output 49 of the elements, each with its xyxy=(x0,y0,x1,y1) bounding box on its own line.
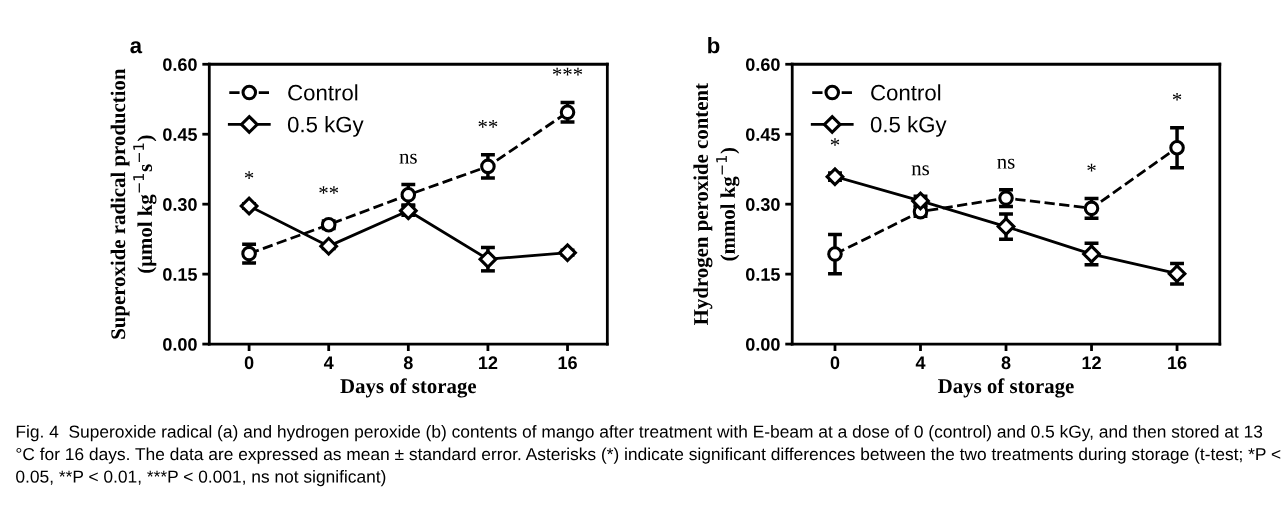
y-tick-label: 0.45 xyxy=(163,128,197,141)
annotation: ns xyxy=(399,153,417,164)
x-tick-label: 8 xyxy=(403,356,413,370)
legend-label: Control xyxy=(288,84,358,101)
point xyxy=(239,196,259,216)
legend-label: 0.5 kGy xyxy=(287,116,364,137)
y-tick-label: 0.00 xyxy=(746,338,780,351)
caption: Fig. 4 Superoxide radical (a) and hydrogen peroxide (b) contents of mango after treatment with E-beam at a dose of 0 (control) and 0.5 kGy, and then stored at 13 °C for 16 days. The data are expressed as mean ± standard error. Asterisks (*) indicate significant differences between the two treatments during storage (t-test; *P < 0.05, **P < 0.01, ***P < 0.001, ns not significant) xyxy=(16,425,1281,487)
annotation: ** xyxy=(319,186,339,194)
y-tick-label: 0.30 xyxy=(746,198,780,211)
legend-label: Control xyxy=(871,84,941,101)
point xyxy=(827,246,843,262)
y-tick-label: 0.15 xyxy=(163,268,197,281)
point xyxy=(1169,139,1185,156)
x-tick-label: 16 xyxy=(558,356,577,370)
x-tick-label: 12 xyxy=(1082,356,1101,369)
x-tick-label: 0 xyxy=(830,356,840,370)
y-tick-label: 0.00 xyxy=(163,338,197,351)
x-axis-title: Days of storage xyxy=(938,378,1074,398)
point xyxy=(825,167,845,187)
point xyxy=(996,217,1016,236)
annotation: * xyxy=(1087,163,1096,172)
point xyxy=(558,243,577,263)
point xyxy=(319,236,339,256)
annotation: * xyxy=(830,138,840,146)
x-tick-label: 12 xyxy=(479,356,498,369)
annotation: *** xyxy=(552,67,583,76)
y-axis-title: Superoxide radical production (μmol kg$^{−1}$s$^{−1}$) xyxy=(110,68,157,339)
x-tick-label: 8 xyxy=(1001,356,1011,370)
annotation: * xyxy=(244,171,254,179)
x-tick-label: 16 xyxy=(1168,356,1187,370)
legend-label: 0.5 kGy xyxy=(870,116,947,137)
y-tick-label: 0.15 xyxy=(746,268,780,281)
y-tick-label: 0.45 xyxy=(746,128,780,141)
annotation: ** xyxy=(478,119,498,128)
point xyxy=(320,216,337,233)
x-tick-label: 4 xyxy=(915,356,926,369)
chart-title: b xyxy=(708,37,720,54)
y-tick-label: 0.30 xyxy=(163,198,197,211)
y-axis-title: Hydrogen peroxide content (mmol kg$^{−1}$) xyxy=(693,83,740,325)
x-tick-label: 0 xyxy=(244,356,254,370)
annotation: ns xyxy=(911,165,930,176)
x-axis-title: Days of storage xyxy=(340,378,477,398)
y-tick-label: 0.60 xyxy=(163,58,197,71)
annotation: ns xyxy=(997,158,1015,169)
y-tick-label: 0.60 xyxy=(746,58,780,71)
annotation: * xyxy=(1172,92,1182,101)
chart-title: a xyxy=(130,41,143,54)
x-tick-label: 4 xyxy=(323,356,334,369)
